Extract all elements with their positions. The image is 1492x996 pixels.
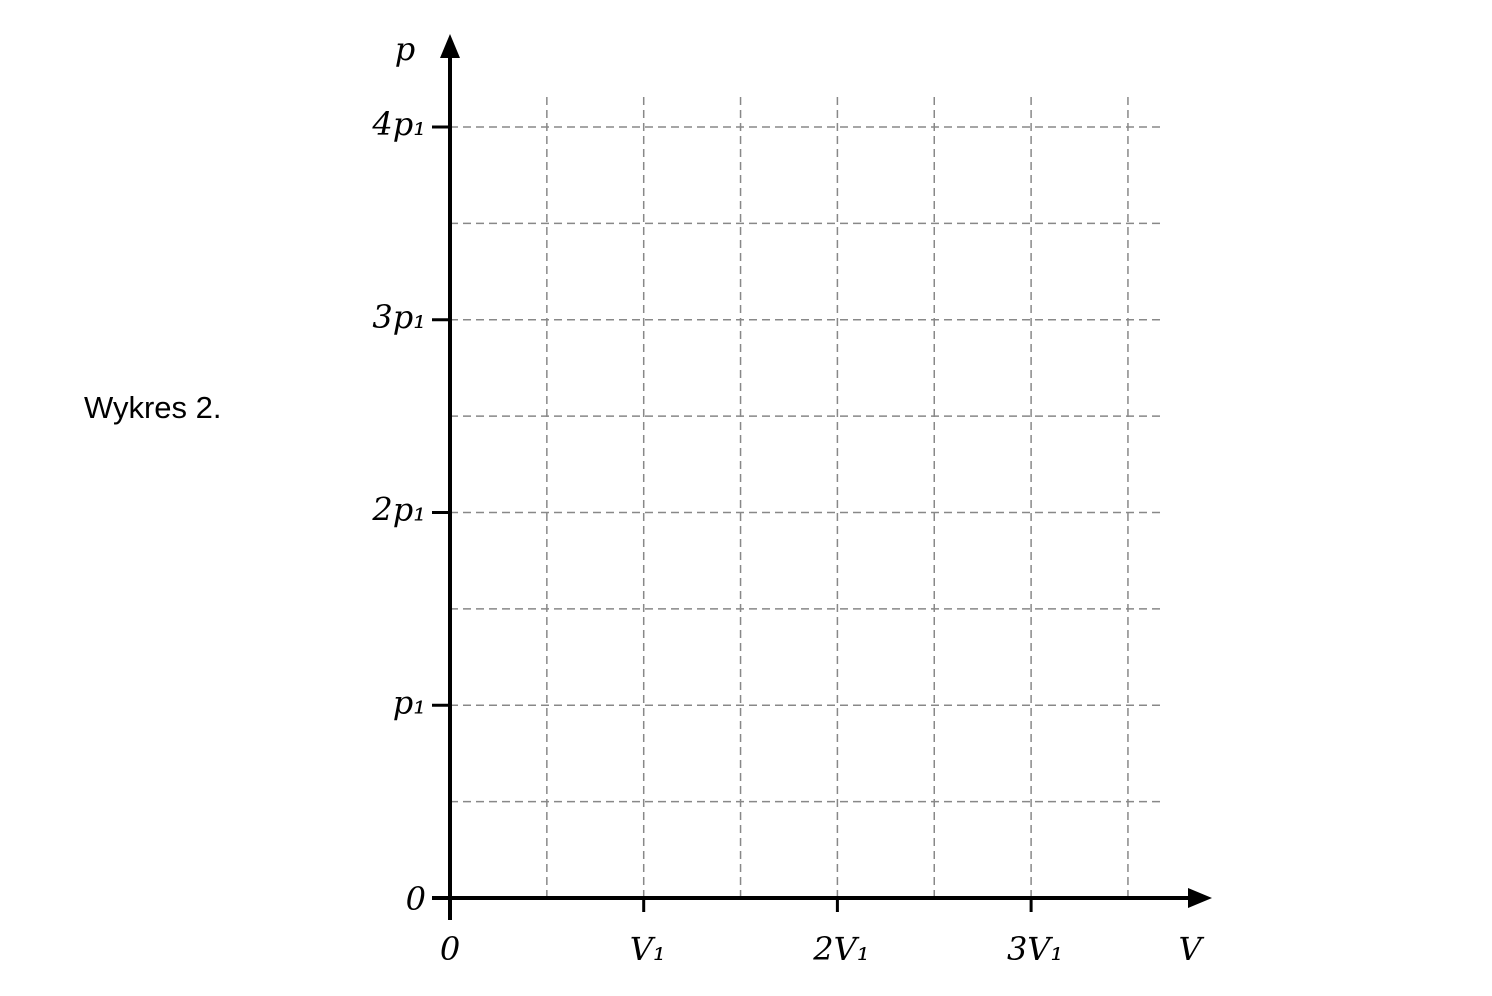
y-axis-label: p [395, 30, 415, 68]
x-tick-label: 3V₁ [1007, 930, 1063, 968]
x-tick-label: V₁ [630, 930, 666, 968]
y-tick-label: 3p₁ [372, 298, 426, 336]
y-tick-label: p₁ [393, 683, 426, 721]
x-tick-label: 2V₁ [812, 930, 869, 968]
y-axis-arrow-icon [440, 34, 460, 58]
chart-caption: Wykres 2. [84, 390, 222, 425]
y-tick-label: 0 [406, 880, 426, 918]
x-axis-label: V [1178, 930, 1204, 968]
y-tick-label: 4p₁ [371, 105, 426, 143]
x-tick-label: 0 [440, 930, 460, 968]
x-axis-arrow-icon [1188, 888, 1212, 908]
y-tick-label: 2p₁ [371, 491, 426, 529]
